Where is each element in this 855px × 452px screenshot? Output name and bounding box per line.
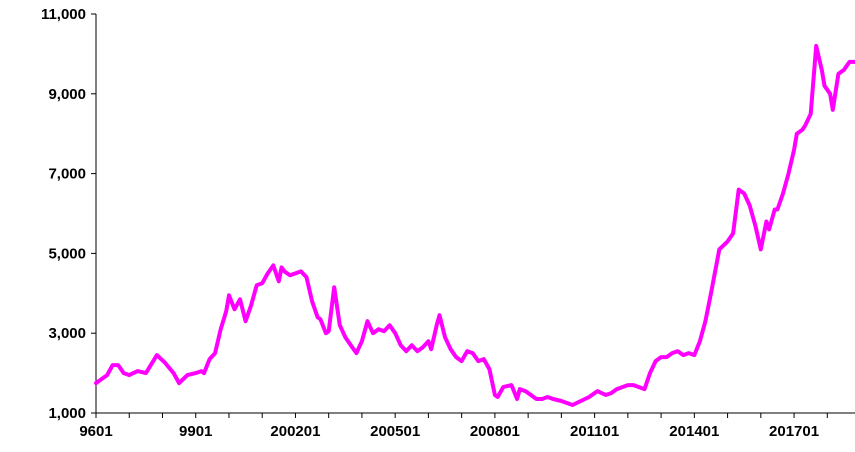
y-tick-label: 1,000 <box>48 405 86 422</box>
series-line <box>94 43 855 407</box>
y-tick-labels: 1,000 3,000 5,000 7,000 9,000 11,000 <box>41 6 86 422</box>
axes <box>91 13 855 418</box>
x-tick-label: 200501 <box>370 423 420 440</box>
x-tick-label: 200201 <box>270 423 320 440</box>
x-tick-label: 201101 <box>570 423 619 440</box>
x-tick-label: 9901 <box>179 423 212 440</box>
y-tick-label: 11,000 <box>41 6 86 23</box>
y-tick-label: 5,000 <box>48 245 86 262</box>
plot-area <box>94 43 855 407</box>
x-tick-label: 201701 <box>769 423 819 440</box>
y-tick-label: 7,000 <box>48 166 86 183</box>
x-tick-labels: 9601 9901 200201 200501 200801 201101 201401 20… <box>79 423 819 440</box>
x-tick-label: 201401 <box>669 423 719 440</box>
y-tick-label: 9,000 <box>48 86 86 103</box>
x-tick-label: 200801 <box>470 423 520 440</box>
x-tick-label: 9601 <box>79 423 112 440</box>
y-tick-label: 3,000 <box>48 325 86 342</box>
